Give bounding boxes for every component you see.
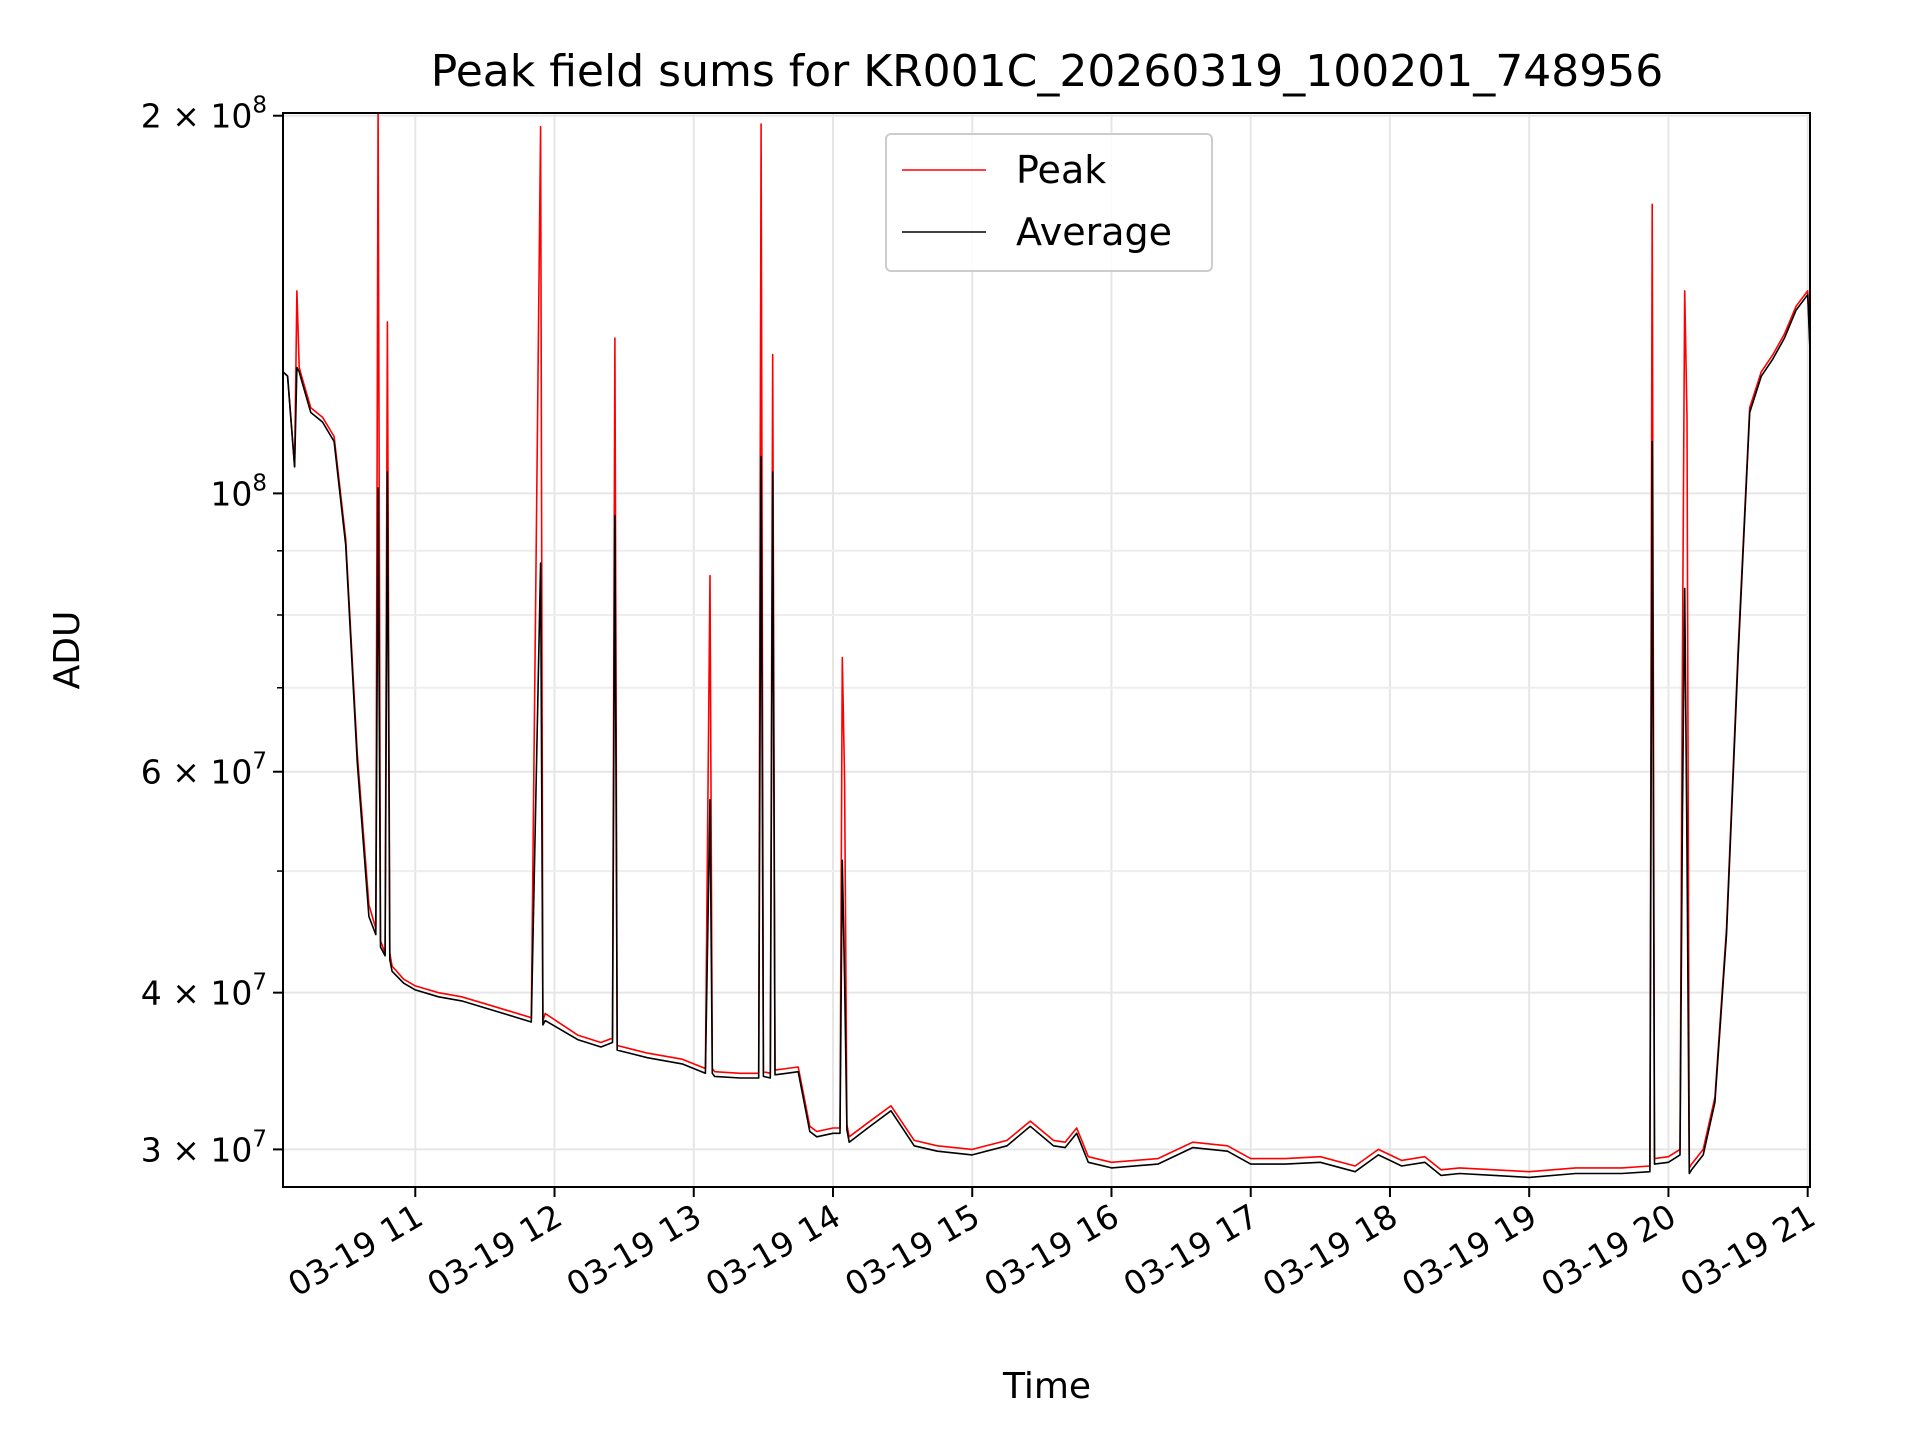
y-tick-label: 4 × 107 bbox=[141, 970, 267, 1013]
y-tick-label: 2 × 108 bbox=[141, 93, 267, 136]
y-tick-base: 6 × 10 bbox=[141, 753, 253, 792]
y-tick-base: 3 × 10 bbox=[141, 1130, 253, 1169]
y-tick-exponent: 8 bbox=[252, 93, 267, 119]
y-tick-exponent: 7 bbox=[252, 970, 267, 996]
y-tick-base: 2 × 10 bbox=[141, 97, 253, 136]
y-tick-base: 4 × 10 bbox=[141, 974, 253, 1013]
grid-lines bbox=[283, 113, 1810, 1187]
plot-frame bbox=[282, 112, 1811, 1188]
legend-box bbox=[885, 133, 1213, 272]
chart-title: Peak field sums for KR001C_20260319_1002… bbox=[431, 46, 1663, 97]
y-tick-exponent: 7 bbox=[252, 749, 267, 775]
y-tick-label: 3 × 107 bbox=[141, 1126, 267, 1169]
x-axis-label: Time bbox=[1002, 1366, 1091, 1407]
legend: Peak Average bbox=[885, 133, 1213, 272]
series-line-average bbox=[283, 293, 1810, 1179]
series-layer bbox=[283, 113, 1810, 1179]
legend-label-average: Average bbox=[1016, 210, 1172, 254]
y-tick-label: 6 × 107 bbox=[141, 749, 267, 792]
series-line-peak bbox=[283, 113, 1810, 1173]
y-axis-label: ADU bbox=[47, 611, 88, 690]
y-tick-exponent: 7 bbox=[252, 1126, 267, 1152]
y-tick-label: 108 bbox=[210, 470, 267, 513]
y-tick-base: 10 bbox=[210, 474, 252, 513]
legend-label-peak: Peak bbox=[1016, 148, 1106, 192]
y-tick-exponent: 8 bbox=[252, 470, 267, 496]
